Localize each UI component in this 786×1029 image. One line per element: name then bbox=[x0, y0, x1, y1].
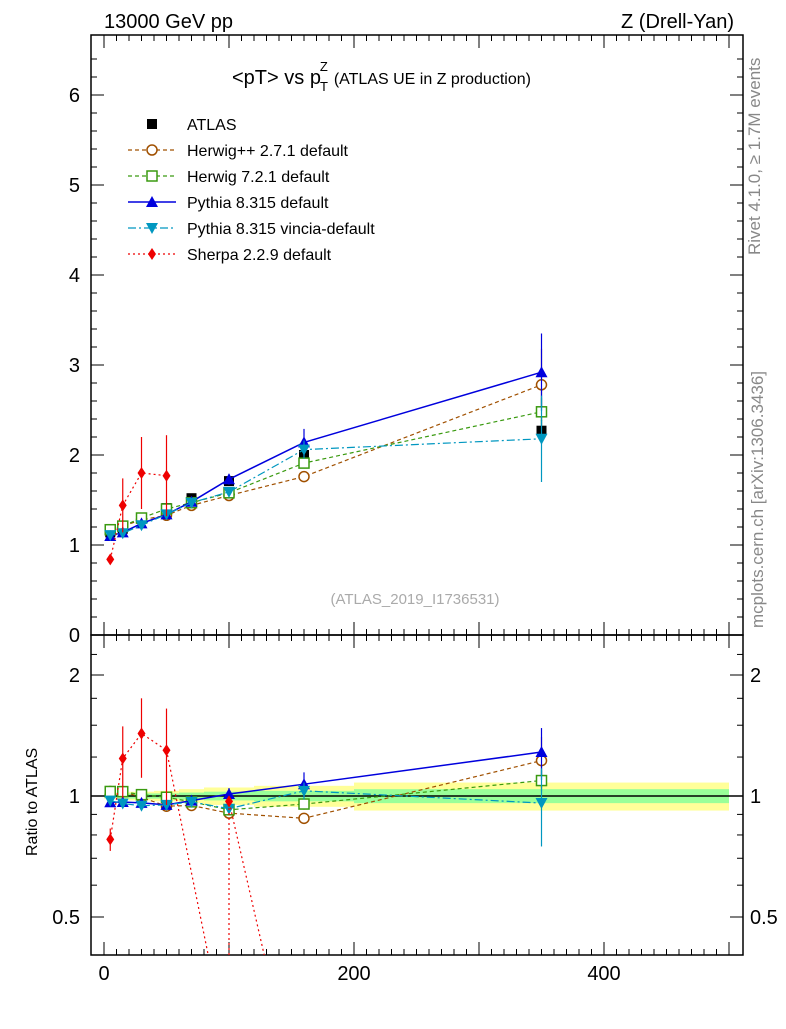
pythia-ratio-point bbox=[223, 787, 235, 799]
vincia-top-point bbox=[104, 530, 117, 542]
herwig7-ratio-point bbox=[298, 798, 310, 810]
ratio-series-group bbox=[104, 698, 548, 955]
vincia-top-line bbox=[110, 438, 542, 536]
legend-label-vincia: Pythia 8.315 vincia-default bbox=[187, 221, 375, 238]
mcplots-label: mcplots.cern.ch [arXiv:1306.3436] bbox=[748, 371, 767, 628]
x-tick-label: 400 bbox=[587, 963, 620, 985]
ratio-tick-label: 1 bbox=[69, 786, 80, 808]
legend-marker-herwigpp bbox=[146, 144, 158, 156]
legend-label-atlas: ATLAS bbox=[187, 117, 237, 134]
watermark: (ATLAS_2019_I1736531) bbox=[330, 591, 499, 608]
header-left: 13000 GeV pp bbox=[104, 11, 233, 33]
legend: ATLAS Herwig++ 2.7.1 default Herwig 7.2.1 … bbox=[128, 117, 375, 264]
herwig7-ratio-point bbox=[104, 785, 116, 798]
sherpa-ratio-excursion bbox=[165, 750, 265, 955]
legend-marker-pythia bbox=[146, 196, 158, 207]
y-tick-label: 1 bbox=[69, 535, 80, 557]
title-sub: T bbox=[320, 79, 328, 94]
vincia-ratio-point bbox=[535, 798, 548, 810]
sherpa-ratio-point bbox=[137, 727, 146, 740]
vincia-ratio-point bbox=[185, 796, 198, 808]
legend-marker-atlas bbox=[147, 119, 157, 129]
vincia-top-point bbox=[135, 520, 148, 532]
vincia-ratio-point bbox=[298, 785, 310, 797]
vincia-top-point bbox=[116, 528, 129, 540]
sherpa-ratio-point bbox=[225, 795, 233, 808]
y-tick-label: 4 bbox=[69, 265, 80, 287]
sherpa-top-point bbox=[106, 553, 115, 566]
ratio-tick-label: 2 bbox=[69, 665, 80, 687]
title-sup: Z bbox=[320, 59, 328, 74]
sherpa-ratio-point bbox=[118, 752, 127, 765]
top-series-group bbox=[104, 333, 548, 566]
y-tick-label: 6 bbox=[69, 85, 80, 107]
sherpa-top-point bbox=[118, 499, 127, 512]
legend-marker-sherpa bbox=[148, 248, 156, 260]
sherpa-top-point bbox=[162, 469, 171, 482]
series-layer bbox=[104, 333, 548, 955]
legend-label-herwig7: Herwig 7.2.1 default bbox=[187, 169, 330, 186]
vincia-top-point bbox=[298, 444, 310, 456]
y-tick-label: 5 bbox=[69, 175, 80, 197]
pythia-top-line bbox=[110, 371, 542, 537]
legend-marker-herwig7 bbox=[146, 170, 158, 182]
pythia-ratio-point bbox=[535, 746, 548, 758]
sherpa-top-point bbox=[137, 467, 146, 479]
sherpa-ratio-point bbox=[106, 833, 115, 846]
vincia-top-point bbox=[223, 486, 235, 498]
legend-label-pythia: Pythia 8.315 default bbox=[187, 195, 329, 212]
herwigpp-top-line bbox=[110, 384, 542, 531]
herwigpp-top-point bbox=[298, 470, 310, 483]
legend-marker-vincia bbox=[146, 223, 158, 234]
axes-frame: 0 200 400 0 1 2 3 4 5 6 0.5 0.5 1 1 2 2 bbox=[52, 34, 778, 985]
sherpa-top-line bbox=[109, 472, 167, 560]
ratio-ylabel: Ratio to ATLAS bbox=[24, 748, 41, 856]
rivet-label: Rivet 4.1.0, ≥ 1.7M events bbox=[745, 58, 764, 255]
vincia-ratio-point bbox=[135, 800, 148, 812]
pythia-top-point bbox=[535, 366, 548, 378]
legend-label-sherpa: Sherpa 2.2.9 default bbox=[187, 247, 332, 264]
vincia-top-point bbox=[535, 433, 548, 445]
vincia-ratio-line bbox=[110, 790, 542, 810]
title-main: <pT> vs p bbox=[232, 67, 321, 89]
vincia-ratio-point bbox=[116, 798, 129, 810]
x-tick-label: 0 bbox=[98, 963, 109, 985]
vincia-top-point bbox=[185, 497, 198, 509]
ratio-tick-label: 0.5 bbox=[52, 907, 80, 929]
vincia-ratio-point bbox=[104, 795, 117, 807]
pythia-top-point bbox=[223, 473, 235, 485]
herwig7-top-line bbox=[110, 411, 542, 531]
ratio-tick-label-right: 2 bbox=[750, 665, 761, 687]
legend-label-herwigpp: Herwig++ 2.7.1 default bbox=[187, 143, 349, 160]
y-tick-label: 0 bbox=[69, 625, 80, 647]
vincia-ratio-point bbox=[160, 799, 173, 811]
plot-title: <pT> vs pTZ (ATLAS UE in Z production) bbox=[232, 59, 531, 94]
y-tick-label: 3 bbox=[69, 355, 80, 377]
ratio-tick-label-right: 0.5 bbox=[750, 907, 778, 929]
herwig7-top-point bbox=[298, 457, 310, 469]
title-paren: (ATLAS UE in Z production) bbox=[334, 71, 531, 88]
header-right: Z (Drell-Yan) bbox=[621, 11, 734, 33]
ratio-tick-label-right: 1 bbox=[750, 786, 761, 808]
y-tick-label: 2 bbox=[69, 445, 80, 467]
x-tick-label: 200 bbox=[337, 963, 370, 985]
herwigpp-ratio-point bbox=[298, 812, 310, 825]
